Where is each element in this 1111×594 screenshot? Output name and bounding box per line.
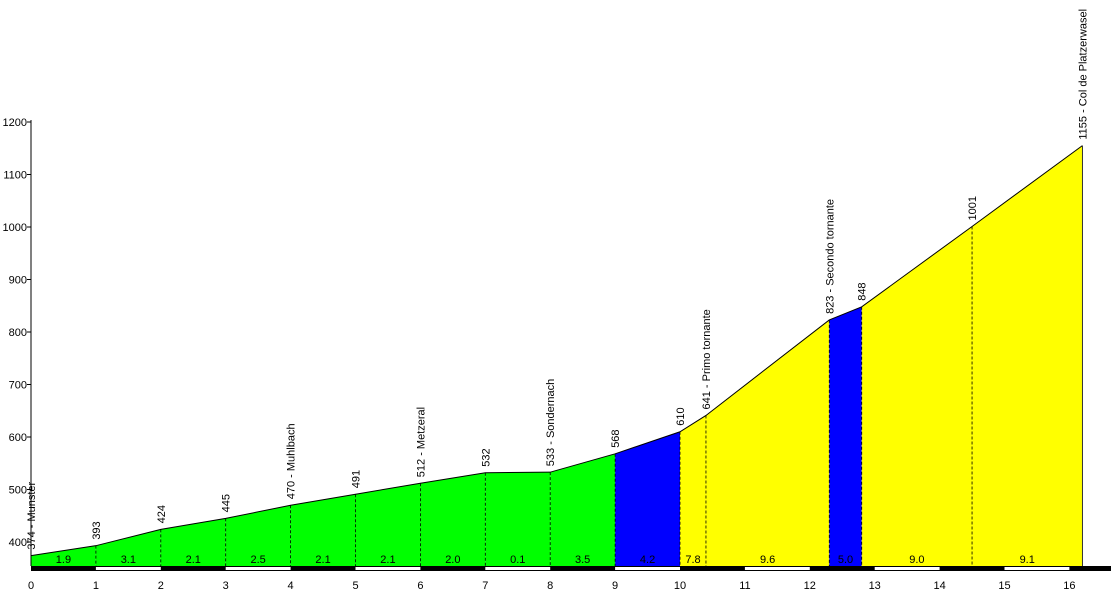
point-label: 374 - Munster — [26, 481, 38, 549]
km-bar-cell — [485, 567, 551, 570]
x-tick-label: 3 — [223, 580, 229, 592]
point-label: 848 — [857, 282, 869, 300]
x-tick-label: 4 — [288, 580, 294, 592]
segment-area — [290, 494, 356, 566]
km-bar-cell — [95, 567, 161, 570]
point-label: 470 - Muhlbach — [286, 423, 298, 499]
point-label: 424 — [156, 505, 168, 523]
km-bar-cell — [355, 567, 421, 570]
point-label: 1155 - Col de Platzerwasel — [1077, 9, 1089, 140]
point-label: 823 - Secondo tornante — [824, 199, 836, 314]
point-label: 568 — [610, 429, 622, 447]
x-tick-label: 6 — [417, 580, 423, 592]
km-bar-base — [31, 566, 1111, 571]
x-tick-label: 1 — [93, 580, 99, 592]
x-tick-label: 11 — [739, 580, 750, 592]
gradient-label: 9.1 — [1020, 554, 1035, 566]
gradient-label: 0.1 — [510, 554, 525, 566]
x-tick-label: 12 — [804, 580, 816, 592]
y-tick-label: 800 — [9, 327, 27, 339]
segment-area — [829, 306, 862, 566]
gradient-label: 9.0 — [909, 554, 924, 566]
segment-area — [705, 319, 830, 566]
point-label: 533 - Sondernach — [545, 379, 557, 466]
x-tick-label: 0 — [28, 580, 34, 592]
gradient-label: 3.1 — [121, 554, 136, 566]
profile-line — [30, 145, 1083, 557]
segment-area — [550, 453, 616, 566]
x-tick-label: 15 — [998, 580, 1010, 592]
gradient-label: 2.5 — [251, 554, 266, 566]
y-tick-label: 1000 — [3, 222, 27, 234]
y-tick-label: 700 — [9, 380, 27, 392]
segment-area — [31, 545, 96, 566]
x-tick-label: 16 — [1063, 580, 1075, 592]
x-tick-label: 13 — [869, 580, 881, 592]
y-tick-label: 900 — [9, 275, 27, 287]
y-tick-label: 1100 — [3, 170, 27, 182]
segment-area — [972, 145, 1083, 566]
segment-area — [95, 529, 161, 566]
profile-line-group — [30, 145, 1083, 566]
x-tick-label: 9 — [612, 580, 618, 592]
x-tick-label: 14 — [933, 580, 945, 592]
segment-area — [615, 431, 680, 566]
point-label: 393 — [91, 521, 103, 539]
km-bar-cell — [1004, 567, 1070, 570]
segment-area — [420, 472, 486, 566]
segment-area — [485, 472, 551, 566]
gradient-label: 2.1 — [315, 554, 330, 566]
point-label: 1001 — [967, 196, 979, 220]
km-bar-cell — [615, 567, 680, 570]
y-tick-label: 600 — [9, 432, 27, 444]
point-label: 445 — [221, 494, 233, 512]
y-tick-label: 500 — [9, 485, 27, 497]
gradient-label: 2.1 — [380, 554, 395, 566]
gradient-label: 5.0 — [838, 554, 853, 566]
gradient-label: 2.1 — [186, 554, 201, 566]
km-bar-cell — [225, 567, 291, 570]
gradient-label: 3.5 — [575, 554, 590, 566]
segment-area — [355, 483, 421, 566]
km-scale-bar — [31, 566, 1111, 571]
point-label: 641 - Primo tornante — [701, 309, 713, 409]
point-label: 512 - Metzeral — [415, 407, 427, 477]
gradient-label: 9.6 — [760, 554, 775, 566]
km-bar-cell — [744, 567, 810, 570]
gradient-label: 4.2 — [640, 554, 655, 566]
point-label: 491 — [351, 470, 363, 488]
point-labels: 374 - Munster 393 424 445 470 - Muhlbach 491 5… — [26, 9, 1089, 550]
x-tick-label: 2 — [158, 580, 164, 592]
segment-area — [160, 518, 226, 566]
segment-area — [225, 505, 291, 566]
gradient-label: 2.0 — [445, 554, 460, 566]
segment-area — [680, 415, 706, 566]
gradient-labels: 1.9 3.1 2.1 2.5 2.1 2.1 2.0 0.1 3.5 4.2 7.8 9.6 5.0 9… — [56, 554, 1035, 566]
x-tick-label: 10 — [674, 580, 686, 592]
point-label: 532 — [480, 448, 492, 466]
y-tick-label: 1200 — [3, 117, 27, 129]
y-tick-label: 400 — [9, 537, 27, 549]
point-label: 610 — [675, 407, 687, 425]
x-tick-label: 8 — [547, 580, 553, 592]
segment-area — [861, 226, 973, 566]
x-tick-label: 5 — [352, 580, 358, 592]
km-bar-cell — [874, 567, 940, 570]
gradient-label: 1.9 — [56, 554, 71, 566]
segment-dividers — [95, 226, 973, 566]
gradient-label: 7.8 — [685, 554, 700, 566]
x-tick-label: 7 — [482, 580, 488, 592]
profile-areas — [31, 145, 1083, 566]
